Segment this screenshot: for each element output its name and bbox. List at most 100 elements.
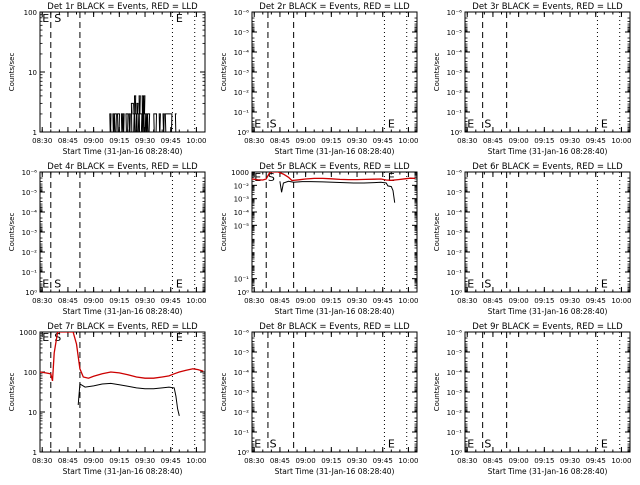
x-tick-label: 09:00 (84, 297, 104, 305)
x-tick-label: 09:15 (321, 297, 341, 305)
marker-letter: E (42, 12, 49, 25)
y-tick-label: 1 (33, 129, 37, 137)
y-tick-label: 10⁻¹ (234, 109, 250, 117)
y-tick-label: 10⁻⁴ (447, 209, 463, 217)
y-tick-label: 10⁻⁶ (447, 9, 463, 17)
marker-letter: S (484, 278, 491, 291)
x-tick-label: 09:30 (347, 137, 367, 145)
y-tick-label: 10⁰ (25, 289, 37, 297)
x-tick-label: 10:00 (398, 457, 418, 465)
x-tick-label: 09:00 (296, 297, 316, 305)
marker-letter: S (484, 118, 491, 131)
marker-letter: S (484, 438, 491, 451)
x-tick-label: 08:45 (58, 137, 78, 145)
x-tick-label: 10:00 (398, 297, 418, 305)
marker-letter: E (176, 331, 183, 344)
x-axis-label: Start Time (31-Jan-16 08:28:40) (275, 307, 395, 316)
y-tick-label: 10⁻³ (447, 389, 463, 397)
y-tick-label: 10⁻⁴ (234, 49, 250, 57)
x-tick-label: 08:30 (457, 457, 477, 465)
x-tick-label: 08:30 (32, 137, 52, 145)
x-tick-label: 08:45 (270, 297, 290, 305)
x-tick-label: 08:45 (270, 457, 290, 465)
y-axis-label: Counts/sec (433, 53, 441, 92)
x-tick-label: 09:30 (347, 297, 367, 305)
y-tick-label: 10⁻¹ (22, 269, 38, 277)
x-tick-label: 08:30 (244, 137, 264, 145)
plot-frame (251, 11, 418, 133)
marker-letter: E (176, 12, 183, 25)
y-tick-label: 10⁻² (22, 249, 38, 257)
y-tick-label: 10⁻⁵ (234, 349, 250, 357)
y-axis-label: Counts/sec (220, 373, 228, 412)
x-tick-label: 08:30 (32, 457, 52, 465)
x-tick-label: 08:30 (244, 457, 264, 465)
marker-letter: S (54, 278, 61, 291)
y-axis-label: Counts/sec (433, 213, 441, 252)
x-axis-label: Start Time (31-Jan-16 08:28:40) (63, 147, 183, 156)
x-tick-label: 09:00 (509, 137, 529, 145)
x-tick-label: 09:30 (560, 457, 580, 465)
marker-letter: E (42, 331, 49, 344)
x-axis-label: Start Time (31-Jan-16 08:28:40) (275, 147, 395, 156)
x-tick-label: 10:00 (611, 457, 631, 465)
y-tick-label: 10⁻³ (234, 69, 250, 77)
x-axis-label: Start Time (31-Jan-16 08:28:40) (275, 467, 395, 476)
events-series-line (279, 180, 396, 203)
y-tick-label: 10⁻⁶ (447, 169, 463, 177)
y-tick-label: 10 (28, 69, 37, 77)
marker-letter: E (388, 171, 395, 184)
plot-frame (39, 331, 206, 453)
y-tick-label: 10⁰ (450, 449, 462, 457)
y-tick-label: 10⁰ (237, 129, 249, 137)
x-tick-label: 09:15 (321, 457, 341, 465)
y-tick-label: 10⁻¹ (447, 269, 463, 277)
plot-frame (464, 171, 631, 293)
detector-panel-2: Det 2r BLACK = Events, RED = LLD Counts/s… (220, 2, 419, 156)
x-tick-label: 09:45 (373, 137, 393, 145)
detector-panel-7: Det 7r BLACK = Events, RED = LLD Counts/s… (8, 322, 207, 476)
y-axis-label: Counts/sec (433, 373, 441, 412)
x-tick-label: 09:30 (135, 137, 155, 145)
detector-panel-4: Det 4r BLACK = Events, RED = LLD Counts/s… (8, 162, 207, 316)
plot-frame (464, 331, 631, 453)
y-tick-label: 10⁻² (447, 409, 463, 417)
y-tick-label: 10⁻⁶ (234, 329, 250, 337)
x-tick-label: 09:30 (347, 457, 367, 465)
x-axis-label: Start Time (31-Jan-16 08:28:40) (63, 307, 183, 316)
plot-frame (464, 11, 631, 133)
y-tick-label: 10⁻⁴ (22, 209, 38, 217)
marker-letter: S (54, 12, 61, 25)
x-tick-label: 09:30 (135, 297, 155, 305)
x-tick-label: 10:00 (186, 457, 206, 465)
detector-panel-9: Det 9r BLACK = Events, RED = LLD Counts/s… (433, 322, 632, 476)
detector-panel-3: Det 3r BLACK = Events, RED = LLD Counts/s… (433, 2, 632, 156)
panel-title: Det 3r BLACK = Events, RED = LLD (472, 2, 623, 12)
panel-title: Det 7r BLACK = Events, RED = LLD (47, 322, 198, 332)
marker-letter: E (601, 278, 608, 291)
marker-letter: E (388, 438, 395, 451)
x-tick-label: 09:45 (586, 297, 606, 305)
y-tick-label: 10⁻⁶ (447, 329, 463, 337)
x-tick-label: 09:45 (373, 457, 393, 465)
x-axis-label: Start Time (31-Jan-16 08:28:40) (488, 147, 608, 156)
x-tick-label: 09:15 (109, 297, 129, 305)
y-tick-label: 10⁻² (447, 249, 463, 257)
marker-letter: E (254, 171, 261, 184)
y-tick-label: 10⁻⁵ (447, 189, 463, 197)
y-tick-label: 10⁻⁴ (234, 369, 250, 377)
y-tick-label: 10⁰ (450, 129, 462, 137)
x-tick-label: 09:00 (84, 137, 104, 145)
y-tick-label: 10⁻² (234, 182, 250, 190)
detector-panel-5: Det 5r BLACK = Events, RED = LLD Counts/s… (220, 162, 419, 316)
panel-title: Det 2r BLACK = Events, RED = LLD (259, 2, 410, 12)
y-tick-label: 100 (24, 9, 37, 17)
y-tick-label: 100 (24, 369, 37, 377)
y-axis-label: Counts/sec (8, 53, 16, 92)
x-tick-label: 10:00 (611, 137, 631, 145)
x-tick-label: 08:45 (58, 297, 78, 305)
x-tick-label: 09:30 (560, 297, 580, 305)
x-tick-label: 08:45 (483, 297, 503, 305)
x-tick-label: 09:45 (161, 297, 181, 305)
y-tick-label: 1 (33, 449, 37, 457)
